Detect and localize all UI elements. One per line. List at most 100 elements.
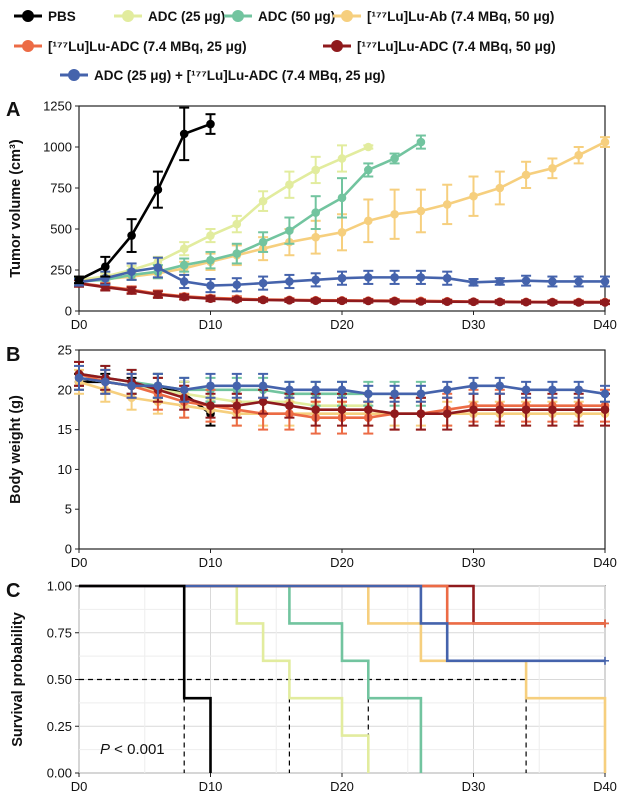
x-tick-label-c-2: D20 [330,779,354,794]
y-tick-label-a-2: 500 [50,222,72,237]
y-axis-label-a: Tumor volume (cm³) [8,139,24,277]
data-point-b-5-11 [364,405,373,415]
legend-swatch-marker-5 [331,40,343,52]
series-a-6 [74,106,216,285]
data-point-a-4-11 [364,296,373,306]
legend-swatch-marker-6 [68,69,80,81]
data-point-b-6-2 [127,381,136,391]
y-tick-label-c-2: 0.50 [47,672,72,687]
data-point-a-6-5 [206,119,215,129]
x-tick-label-b-1: D10 [199,555,223,570]
survival-curve-1 [79,584,423,773]
data-point-b-6-18 [548,385,557,395]
p-value-symbol: P [100,741,110,758]
x-tick-label-a-4: D40 [593,317,617,332]
y-tick-label-c-0: 0.00 [47,766,72,781]
data-point-a-1-18 [548,164,557,173]
data-point-a-5-19 [574,277,583,286]
x-tick-label-a-2: D20 [330,317,354,332]
legend-swatch-marker-4 [22,40,34,52]
y-tick-label-b-2: 10 [58,462,72,477]
data-point-b-5-20 [600,405,610,415]
data-point-a-5-3 [153,263,163,272]
legend: PBS ADC (25 μg) ADC (50 μg) [¹⁷⁷Lu]Lu-Ab (7… [14,9,556,83]
data-point-b-5-16 [495,405,505,415]
data-point-a-6-2 [127,231,136,240]
data-point-a-1-9 [311,232,321,242]
data-point-b-6-5 [206,381,215,391]
series-line-a-6 [78,122,211,282]
data-point-a-1-13 [416,206,426,216]
survival-curve-5 [79,584,605,663]
y-tick-label-b-5: 25 [58,343,72,358]
x-tick-label-b-3: D30 [462,555,486,570]
legend-swatch-marker-3 [341,10,353,22]
data-point-a-5-7 [258,278,268,288]
data-point-b-6-16 [495,381,505,391]
data-point-a-0-9 [311,165,321,175]
data-point-a-4-8 [285,296,294,305]
legend-label-3: [¹⁷⁷Lu]Lu-Ab (7.4 MBq, 50 μg) [367,9,554,24]
data-point-a-4-16 [495,297,505,307]
y-axis-label-b: Body weight (g) [8,395,24,504]
data-point-b-6-0 [74,373,84,383]
data-point-a-0-7 [258,196,268,206]
data-point-a-4-3 [153,290,163,299]
data-point-a-5-4 [179,277,189,286]
series-line-a-2 [78,140,422,283]
x-tick-label-b-0: D0 [71,555,88,570]
x-tick-label-a-0: D0 [71,317,88,332]
data-point-a-4-9 [311,296,321,305]
series-a-5 [74,256,610,294]
data-point-b-6-19 [574,385,583,395]
data-point-b-5-13 [416,409,426,418]
data-point-a-2-11 [364,165,373,175]
data-point-a-2-8 [285,226,294,235]
data-point-a-4-7 [258,295,268,305]
data-point-a-1-15 [469,191,478,201]
p-value-annotation: P < 0.001 [100,741,165,758]
data-point-a-4-14 [442,297,452,306]
x-tick-label-b-4: D40 [593,555,617,570]
x-tick-label-a-1: D10 [199,317,223,332]
y-axis-label-c: Survival probability [10,612,26,747]
x-tick-label-b-2: D20 [330,555,354,570]
panel-c-label: C [6,580,20,602]
y-tick-label-a-1: 250 [50,263,72,278]
data-point-a-5-17 [521,276,531,285]
x-tick-label-c-1: D10 [199,779,223,794]
data-point-a-2-7 [258,237,268,247]
data-point-a-5-12 [390,273,399,282]
data-point-a-2-10 [337,193,347,203]
y-tick-label-a-0: 0 [65,304,72,319]
data-point-b-6-6 [232,381,242,391]
data-point-b-6-4 [179,385,189,395]
data-point-a-1-11 [364,216,373,226]
data-point-a-5-20 [600,277,610,286]
y-tick-label-a-5: 1250 [43,99,72,114]
data-point-b-5-17 [521,405,531,415]
data-point-a-1-12 [390,209,399,219]
y-tick-label-a-4: 1000 [43,140,72,155]
legend-label-5: [¹⁷⁷Lu]Lu-ADC (7.4 MBq, 50 μg) [357,39,556,54]
data-point-b-5-6 [232,401,242,411]
data-point-b-6-7 [258,381,268,391]
data-point-b-6-12 [390,389,399,399]
legend-label-6: ADC (25 μg) + [¹⁷⁷Lu]Lu-ADC (7.4 MBq, 25… [94,68,385,83]
data-point-b-6-10 [337,385,347,395]
data-point-a-4-18 [548,298,557,307]
panel-b-label: B [6,344,20,366]
data-point-a-0-10 [337,154,347,163]
data-point-b-5-10 [337,405,347,415]
data-point-b-6-17 [521,385,531,395]
data-point-a-0-11 [364,142,373,152]
series-line-a-0 [78,145,369,282]
data-point-b-6-13 [416,389,426,399]
data-point-a-4-5 [206,294,215,304]
legend-label-1: ADC (25 μg) [148,9,225,24]
data-point-a-0-5 [206,231,215,240]
data-point-a-6-0 [74,275,84,285]
data-point-b-5-12 [390,409,399,418]
data-point-a-4-19 [574,298,583,307]
data-point-a-1-14 [442,200,452,209]
